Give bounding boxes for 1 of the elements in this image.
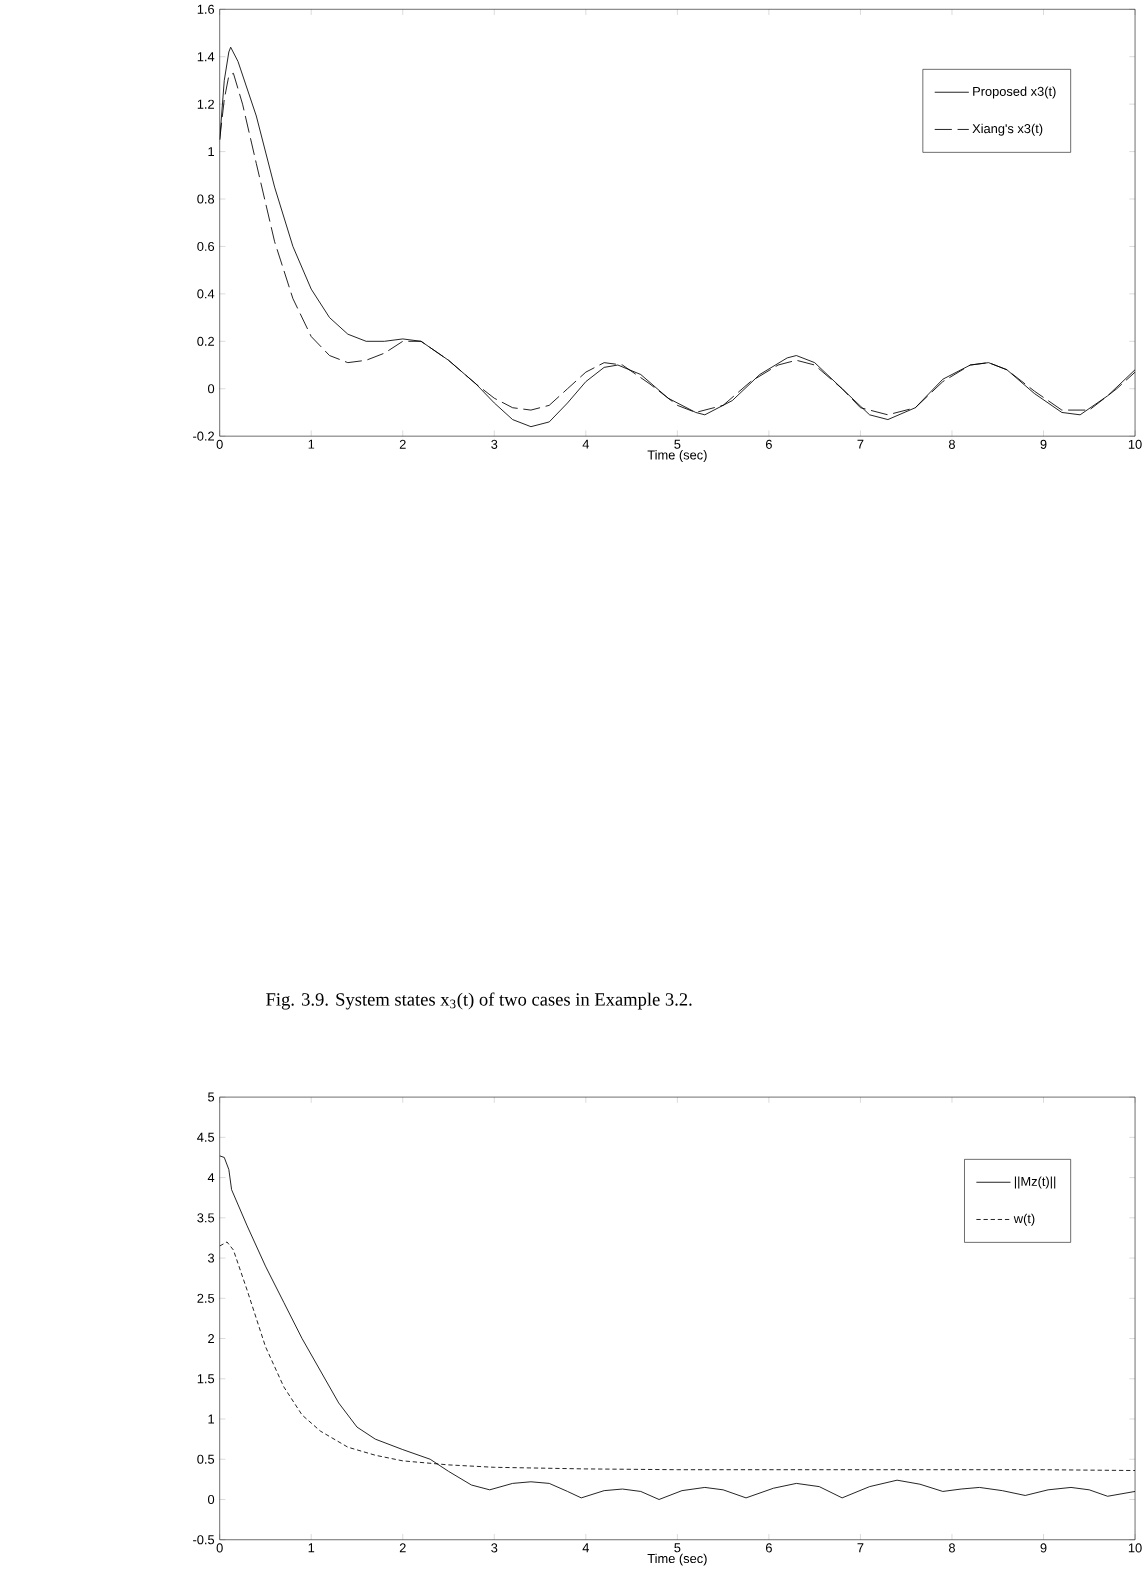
caption: Fig. 3.9. System states x$_{3}$(t) of two cases in Example 3.2. bbox=[265, 992, 692, 1010]
